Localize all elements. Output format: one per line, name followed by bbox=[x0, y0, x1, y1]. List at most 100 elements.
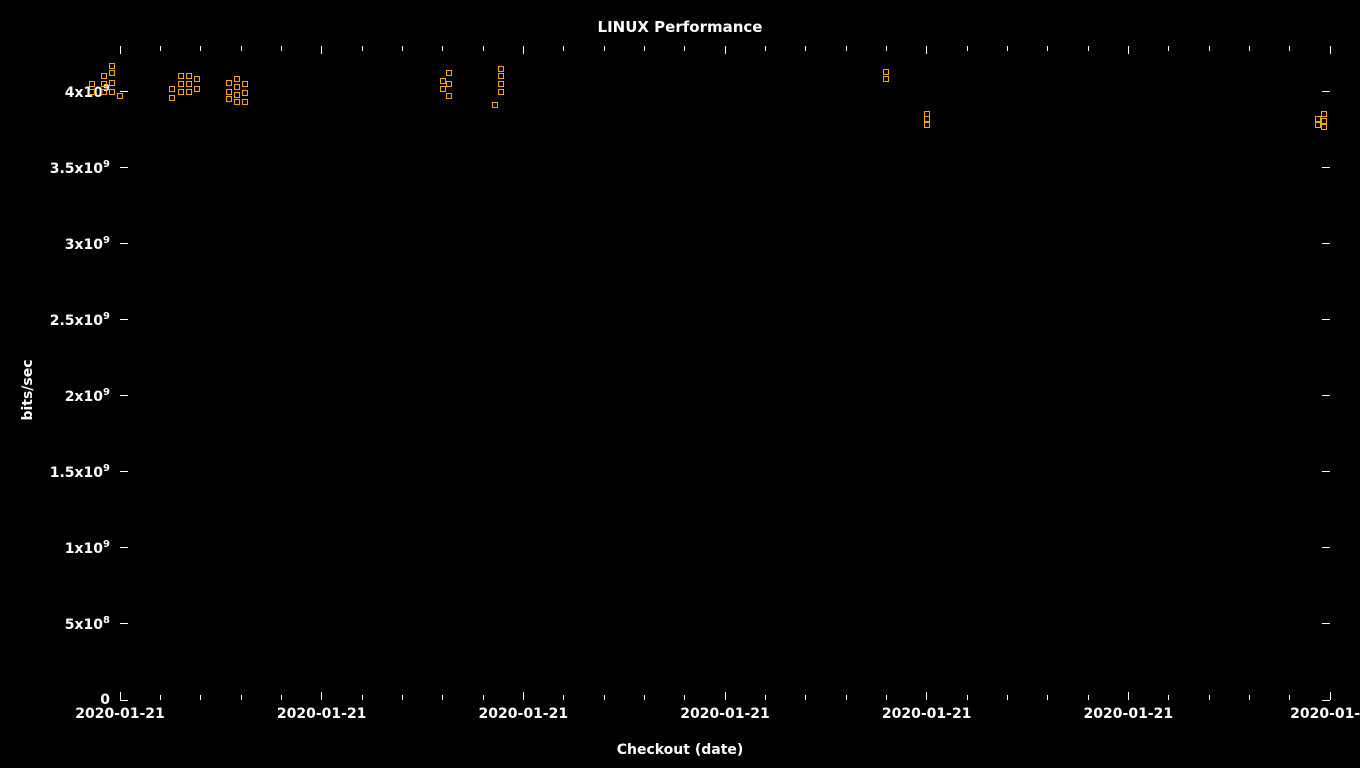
x-minor-tick-mark bbox=[765, 695, 766, 700]
x-tick-mark bbox=[725, 692, 726, 700]
x-minor-tick-mark bbox=[1289, 46, 1290, 51]
y-tick-label: 3x109 bbox=[20, 235, 110, 253]
x-minor-tick-mark bbox=[886, 695, 887, 700]
x-minor-tick-mark bbox=[281, 695, 282, 700]
x-tick-label: 2020-01-21 bbox=[882, 706, 972, 722]
x-minor-tick-mark bbox=[805, 46, 806, 51]
y-tick-mark bbox=[1322, 395, 1330, 396]
x-tick-label: 2020-01-21 bbox=[277, 706, 367, 722]
x-tick-label: 2020-01-21 bbox=[1084, 706, 1174, 722]
data-point bbox=[498, 81, 504, 87]
data-point bbox=[226, 80, 232, 86]
x-minor-tick-mark bbox=[1047, 695, 1048, 700]
data-point bbox=[178, 81, 184, 87]
x-minor-tick-mark bbox=[967, 46, 968, 51]
y-tick-mark bbox=[120, 319, 128, 320]
y-tick-label: 5x108 bbox=[20, 615, 110, 633]
data-point bbox=[446, 93, 452, 99]
x-tick-mark bbox=[321, 46, 322, 54]
x-axis-label: Checkout (date) bbox=[0, 742, 1360, 758]
data-point bbox=[234, 99, 240, 105]
y-tick-label: 2.5x109 bbox=[20, 311, 110, 329]
x-minor-tick-mark bbox=[886, 46, 887, 51]
x-minor-tick-mark bbox=[805, 695, 806, 700]
x-tick-mark bbox=[120, 692, 121, 700]
data-point bbox=[186, 73, 192, 79]
y-tick-mark bbox=[120, 547, 128, 548]
x-minor-tick-mark bbox=[1209, 695, 1210, 700]
data-point bbox=[101, 81, 107, 87]
x-minor-tick-mark bbox=[1088, 46, 1089, 51]
x-minor-tick-mark bbox=[200, 46, 201, 51]
x-minor-tick-mark bbox=[604, 46, 605, 51]
y-tick-mark bbox=[120, 243, 128, 244]
x-minor-tick-mark bbox=[483, 695, 484, 700]
y-tick-label: 4x109 bbox=[20, 83, 110, 101]
x-minor-tick-mark bbox=[281, 46, 282, 51]
y-tick-mark bbox=[120, 623, 128, 624]
y-tick-mark bbox=[1322, 471, 1330, 472]
data-point bbox=[234, 76, 240, 82]
data-point bbox=[492, 102, 498, 108]
x-minor-tick-mark bbox=[1007, 46, 1008, 51]
x-minor-tick-mark bbox=[1289, 695, 1290, 700]
x-minor-tick-mark bbox=[1249, 46, 1250, 51]
data-point bbox=[194, 86, 200, 92]
data-point bbox=[226, 96, 232, 102]
chart-container: LINUX Performance bits/sec Checkout (dat… bbox=[0, 0, 1360, 768]
x-minor-tick-mark bbox=[442, 46, 443, 51]
x-tick-label: 2020-01-2 bbox=[1290, 706, 1360, 722]
x-minor-tick-mark bbox=[402, 695, 403, 700]
x-tick-mark bbox=[523, 692, 524, 700]
x-minor-tick-mark bbox=[644, 695, 645, 700]
data-point bbox=[883, 69, 889, 75]
data-point bbox=[234, 84, 240, 90]
x-minor-tick-mark bbox=[846, 695, 847, 700]
x-minor-tick-mark bbox=[483, 46, 484, 51]
x-minor-tick-mark bbox=[1249, 695, 1250, 700]
x-minor-tick-mark bbox=[967, 695, 968, 700]
x-minor-tick-mark bbox=[160, 46, 161, 51]
x-minor-tick-mark bbox=[765, 46, 766, 51]
data-point bbox=[498, 73, 504, 79]
x-tick-mark bbox=[725, 46, 726, 54]
data-point bbox=[169, 95, 175, 101]
y-tick-label: 1x109 bbox=[20, 539, 110, 557]
data-point bbox=[498, 89, 504, 95]
x-minor-tick-mark bbox=[563, 695, 564, 700]
x-minor-tick-mark bbox=[241, 695, 242, 700]
y-tick-label: 2x109 bbox=[20, 387, 110, 405]
data-point bbox=[446, 70, 452, 76]
data-point bbox=[194, 76, 200, 82]
data-point bbox=[242, 99, 248, 105]
x-tick-label: 2020-01-21 bbox=[75, 706, 165, 722]
x-tick-mark bbox=[321, 692, 322, 700]
y-tick-mark bbox=[1322, 167, 1330, 168]
data-point bbox=[186, 89, 192, 95]
x-minor-tick-mark bbox=[604, 695, 605, 700]
data-point bbox=[242, 81, 248, 87]
x-minor-tick-mark bbox=[846, 46, 847, 51]
x-minor-tick-mark bbox=[442, 695, 443, 700]
data-point bbox=[1321, 124, 1327, 130]
data-point bbox=[1321, 118, 1327, 124]
x-minor-tick-mark bbox=[1007, 695, 1008, 700]
x-minor-tick-mark bbox=[684, 695, 685, 700]
data-point bbox=[117, 93, 123, 99]
y-tick-mark bbox=[1322, 243, 1330, 244]
x-minor-tick-mark bbox=[1209, 46, 1210, 51]
chart-title: LINUX Performance bbox=[0, 18, 1360, 36]
x-minor-tick-mark bbox=[160, 695, 161, 700]
y-tick-mark bbox=[1322, 91, 1330, 92]
y-tick-mark bbox=[120, 91, 128, 92]
data-point bbox=[924, 122, 930, 128]
y-tick-label: 3.5x109 bbox=[20, 159, 110, 177]
data-point bbox=[109, 63, 115, 69]
x-tick-mark bbox=[523, 46, 524, 54]
data-point bbox=[498, 66, 504, 72]
data-point bbox=[446, 81, 452, 87]
x-minor-tick-mark bbox=[241, 46, 242, 51]
x-minor-tick-mark bbox=[362, 695, 363, 700]
data-point bbox=[109, 89, 115, 95]
y-tick-mark bbox=[120, 700, 128, 701]
